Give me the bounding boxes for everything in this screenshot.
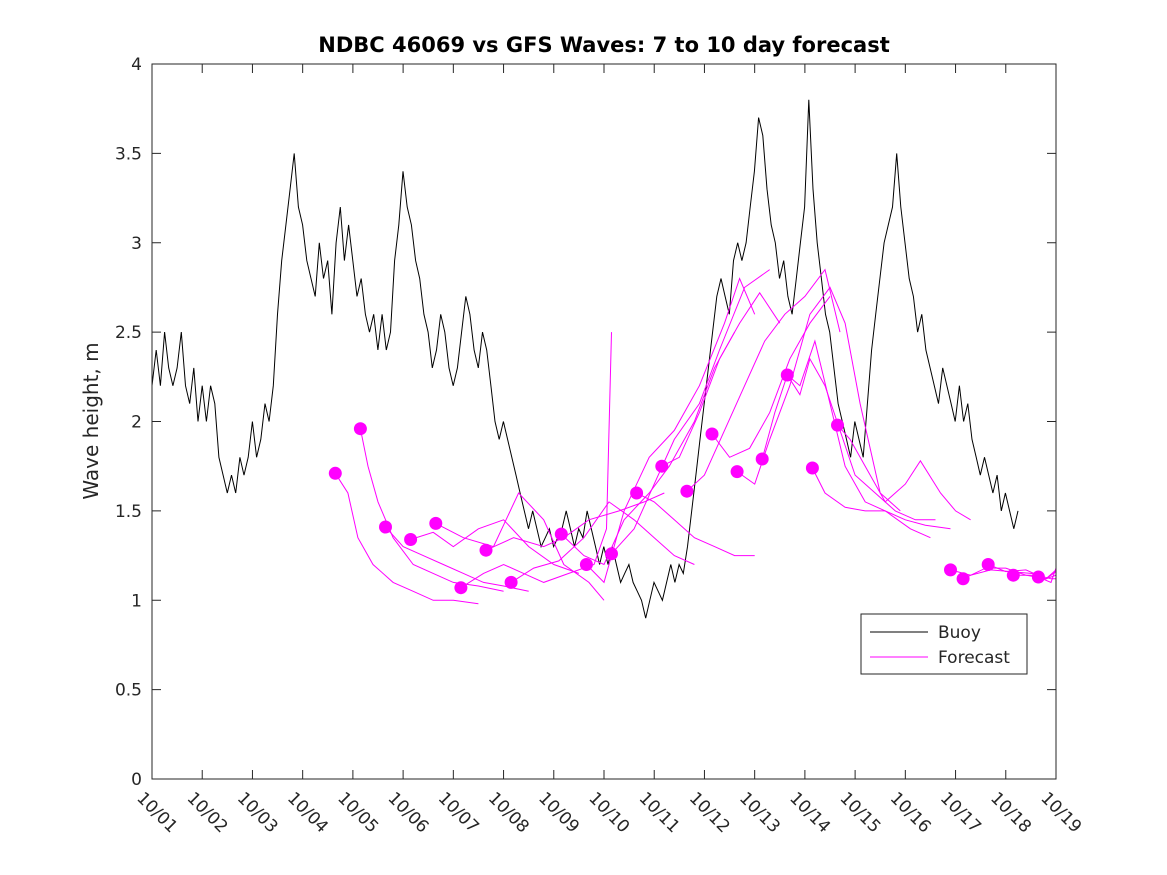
forecast-line-6 xyxy=(460,332,612,589)
forecast-marker-5 xyxy=(429,516,443,530)
forecast-marker-20 xyxy=(831,418,844,432)
y-tick-label: 0 xyxy=(131,770,142,790)
forecast-marker-2 xyxy=(353,422,367,436)
forecast-marker-3 xyxy=(379,520,392,534)
forecast-marker-23 xyxy=(981,558,995,571)
forecast-marker-17 xyxy=(755,452,769,466)
x-tick-label: 10/12 xyxy=(685,788,734,837)
forecast-marker-11 xyxy=(605,547,618,561)
forecast-marker-6 xyxy=(454,581,468,595)
x-tick-label: 10/19 xyxy=(1036,788,1085,837)
forecast-marker-9 xyxy=(554,527,568,541)
forecast-marker-10 xyxy=(579,558,593,571)
forecast-marker-25 xyxy=(1031,570,1045,584)
forecast-line-9 xyxy=(560,331,736,566)
y-tick-label: 0.5 xyxy=(115,681,142,701)
legend-box xyxy=(860,613,1028,675)
legend-label-buoy: Buoy xyxy=(938,623,981,643)
y-tick-label: 3.5 xyxy=(115,144,142,164)
x-tick-label: 10/16 xyxy=(886,788,935,837)
forecast-marker-12 xyxy=(630,486,644,500)
y-tick-label: 4 xyxy=(131,55,142,75)
forecast-line-4 xyxy=(410,519,580,574)
x-tick-label: 10/10 xyxy=(584,788,633,837)
x-tick-label: 10/05 xyxy=(333,788,382,837)
forecast-marker-18 xyxy=(780,368,794,382)
y-tick-label: 1.5 xyxy=(115,502,142,522)
x-tick-label: 10/08 xyxy=(484,788,533,837)
x-tick-label: 10/02 xyxy=(183,788,232,837)
forecast-marker-24 xyxy=(1006,568,1020,582)
x-tick-label: 10/09 xyxy=(534,788,583,837)
forecast-marker-19 xyxy=(805,461,819,475)
y-axis-label: Wave height, m xyxy=(79,342,103,499)
y-tick-label: 2 xyxy=(131,413,142,433)
legend: Buoy Forecast xyxy=(860,613,1028,675)
forecast-marker-14 xyxy=(680,484,694,498)
forecast-line-8 xyxy=(510,501,695,583)
forecast-line-23 xyxy=(988,564,1056,580)
legend-label-forecast: Forecast xyxy=(938,648,1010,668)
forecast-line-1 xyxy=(334,473,479,605)
x-tick-label: 10/06 xyxy=(384,788,433,837)
x-tick-label: 10/11 xyxy=(635,788,684,837)
chart-title: NDBC 46069 vs GFS Waves: 7 to 10 day for… xyxy=(318,33,889,57)
y-tick-label: 3 xyxy=(131,234,142,254)
forecast-line-11 xyxy=(611,269,770,555)
buoy-series-line xyxy=(152,99,1019,619)
x-tick-label: 10/14 xyxy=(785,788,834,837)
forecast-marker-15 xyxy=(705,427,719,441)
forecast-line-15 xyxy=(711,296,831,458)
forecast-marker-21 xyxy=(944,563,957,577)
forecast-marker-16 xyxy=(730,465,744,479)
forecast-line-3 xyxy=(385,526,529,592)
forecast-line-17 xyxy=(761,339,931,539)
x-tick-label: 10/18 xyxy=(986,788,1035,837)
forecast-line-12 xyxy=(636,492,755,557)
x-tick-label: 10/13 xyxy=(735,788,784,837)
y-tick-label: 2.5 xyxy=(115,323,142,343)
x-tick-label: 10/15 xyxy=(836,788,885,837)
forecast-line-2 xyxy=(359,428,504,592)
forecast-line-18 xyxy=(786,357,936,521)
x-tick-label: 10/03 xyxy=(233,788,282,837)
x-tick-label: 10/01 xyxy=(132,788,181,837)
plot-data-group xyxy=(152,99,1056,619)
forecast-marker-7 xyxy=(479,543,493,557)
forecast-line-20 xyxy=(837,424,971,521)
forecast-marker-4 xyxy=(404,533,418,546)
x-tick-label: 10/07 xyxy=(434,788,483,837)
x-tick-label: 10/04 xyxy=(283,788,332,837)
forecast-marker-1 xyxy=(328,466,342,480)
forecast-marker-22 xyxy=(956,572,970,586)
x-tick-label: 10/17 xyxy=(936,788,985,837)
forecast-marker-8 xyxy=(504,575,518,589)
forecast-marker-13 xyxy=(655,459,669,473)
forecast-line-13 xyxy=(661,291,781,467)
forecast-line-14 xyxy=(686,268,841,492)
forecast-line-5 xyxy=(435,492,605,601)
forecast-line-19 xyxy=(811,467,951,530)
y-tick-label: 1 xyxy=(131,591,142,611)
